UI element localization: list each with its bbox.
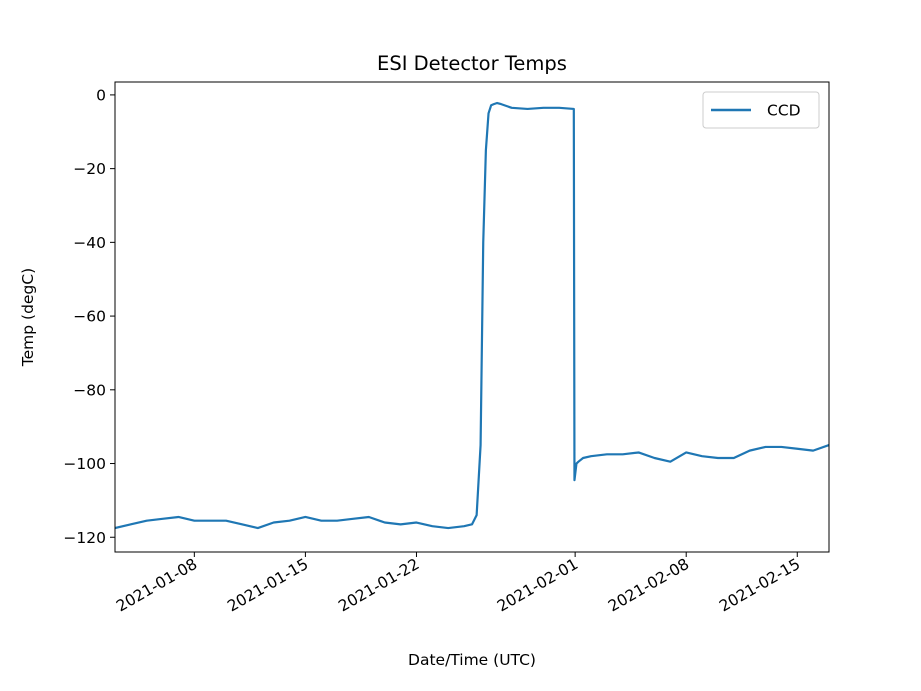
- axes-frame: [114, 81, 830, 553]
- plot-series-layer: [115, 101, 829, 530]
- y-axis-ticks: 0 −20 −40 −60 −80 −100 −120: [63, 86, 115, 547]
- chart-title: ESI Detector Temps: [377, 52, 567, 75]
- y-tick-label: 0: [96, 86, 106, 104]
- y-tick-label: −60: [73, 308, 106, 326]
- legend: CCD: [702, 91, 820, 129]
- series-line-ccd: [115, 101, 829, 530]
- y-tick-label: −40: [73, 234, 106, 252]
- y-tick-label: −120: [63, 529, 106, 547]
- legend-label-ccd: CCD: [767, 102, 801, 120]
- y-tick-label: −20: [73, 160, 106, 178]
- y-tick-label: −80: [73, 381, 106, 399]
- legend-box: [702, 91, 820, 129]
- x-axis-label: Date/Time (UTC): [408, 651, 536, 669]
- y-axis-label: Temp (degC): [19, 268, 37, 367]
- y-tick-label: −100: [63, 455, 106, 473]
